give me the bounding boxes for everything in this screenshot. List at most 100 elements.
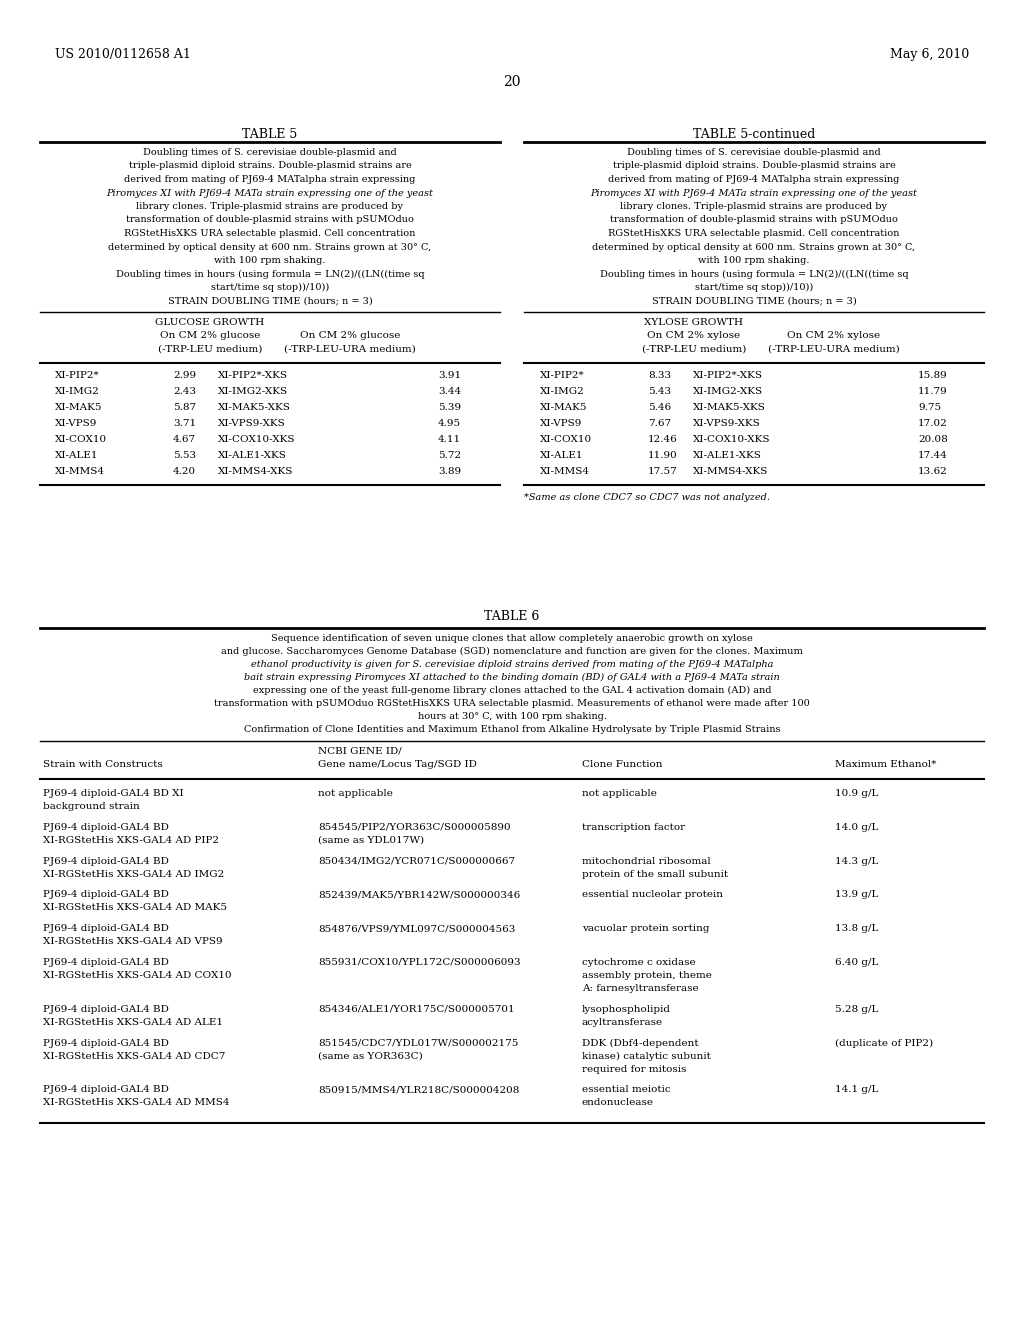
Text: US 2010/0112658 A1: US 2010/0112658 A1 bbox=[55, 48, 190, 61]
Text: 850434/IMG2/YCR071C/S000000667: 850434/IMG2/YCR071C/S000000667 bbox=[318, 857, 515, 866]
Text: lysophospholipid: lysophospholipid bbox=[582, 1005, 671, 1014]
Text: XI-COX10-XKS: XI-COX10-XKS bbox=[693, 434, 770, 444]
Text: 2.99: 2.99 bbox=[173, 371, 197, 380]
Text: (-TRP-LEU medium): (-TRP-LEU medium) bbox=[642, 345, 746, 354]
Text: 17.44: 17.44 bbox=[918, 450, 948, 459]
Text: XI-RGStetHis XKS-GAL4 AD CDC7: XI-RGStetHis XKS-GAL4 AD CDC7 bbox=[43, 1052, 225, 1060]
Text: 20.08: 20.08 bbox=[918, 434, 948, 444]
Text: PJ69-4 diploid-GAL4 BD: PJ69-4 diploid-GAL4 BD bbox=[43, 1039, 169, 1048]
Text: Maximum Ethanol*: Maximum Ethanol* bbox=[835, 760, 936, 770]
Text: acyltransferase: acyltransferase bbox=[582, 1018, 664, 1027]
Text: triple-plasmid diploid strains. Double-plasmid strains are: triple-plasmid diploid strains. Double-p… bbox=[612, 161, 895, 170]
Text: library clones. Triple-plasmid strains are produced by: library clones. Triple-plasmid strains a… bbox=[136, 202, 403, 211]
Text: RGStetHisXKS URA selectable plasmid. Cell concentration: RGStetHisXKS URA selectable plasmid. Cel… bbox=[124, 228, 416, 238]
Text: XI-MMS4: XI-MMS4 bbox=[540, 466, 590, 475]
Text: 5.39: 5.39 bbox=[438, 403, 461, 412]
Text: vacuolar protein sorting: vacuolar protein sorting bbox=[582, 924, 710, 933]
Text: XI-MAK5: XI-MAK5 bbox=[55, 403, 102, 412]
Text: XI-VPS9: XI-VPS9 bbox=[540, 418, 583, 428]
Text: 17.57: 17.57 bbox=[648, 466, 678, 475]
Text: 5.28 g/L: 5.28 g/L bbox=[835, 1005, 879, 1014]
Text: PJ69-4 diploid-GAL4 BD: PJ69-4 diploid-GAL4 BD bbox=[43, 924, 169, 933]
Text: cytochrome c oxidase: cytochrome c oxidase bbox=[582, 958, 695, 968]
Text: bait strain expressing Piromyces XI attached to the binding domain (BD) of GAL4 : bait strain expressing Piromyces XI atta… bbox=[244, 673, 780, 682]
Text: 13.9 g/L: 13.9 g/L bbox=[835, 891, 879, 899]
Text: PJ69-4 diploid-GAL4 BD XI: PJ69-4 diploid-GAL4 BD XI bbox=[43, 789, 183, 799]
Text: XI-RGStetHis XKS-GAL4 AD VPS9: XI-RGStetHis XKS-GAL4 AD VPS9 bbox=[43, 937, 222, 946]
Text: PJ69-4 diploid-GAL4 BD: PJ69-4 diploid-GAL4 BD bbox=[43, 1005, 169, 1014]
Text: 3.89: 3.89 bbox=[438, 466, 461, 475]
Text: XI-IMG2-XKS: XI-IMG2-XKS bbox=[693, 387, 763, 396]
Text: XI-ALE1: XI-ALE1 bbox=[540, 450, 584, 459]
Text: 850915/MMS4/YLR218C/S000004208: 850915/MMS4/YLR218C/S000004208 bbox=[318, 1085, 519, 1094]
Text: 12.46: 12.46 bbox=[648, 434, 678, 444]
Text: 4.95: 4.95 bbox=[438, 418, 461, 428]
Text: derived from mating of PJ69-4 MATalpha strain expressing: derived from mating of PJ69-4 MATalpha s… bbox=[124, 176, 416, 183]
Text: Confirmation of Clone Identities and Maximum Ethanol from Alkaline Hydrolysate b: Confirmation of Clone Identities and Max… bbox=[244, 725, 780, 734]
Text: (-TRP-LEU-URA medium): (-TRP-LEU-URA medium) bbox=[284, 345, 416, 354]
Text: 11.90: 11.90 bbox=[648, 450, 678, 459]
Text: (duplicate of PIP2): (duplicate of PIP2) bbox=[835, 1039, 933, 1048]
Text: On CM 2% xylose: On CM 2% xylose bbox=[787, 331, 881, 341]
Text: Doubling times of S. cerevisiae double-plasmid and: Doubling times of S. cerevisiae double-p… bbox=[627, 148, 881, 157]
Text: XI-MAK5: XI-MAK5 bbox=[540, 403, 588, 412]
Text: 14.1 g/L: 14.1 g/L bbox=[835, 1085, 879, 1094]
Text: XI-VPS9: XI-VPS9 bbox=[55, 418, 97, 428]
Text: (same as YDL017W): (same as YDL017W) bbox=[318, 836, 424, 845]
Text: XI-ALE1-XKS: XI-ALE1-XKS bbox=[218, 450, 287, 459]
Text: XI-MMS4-XKS: XI-MMS4-XKS bbox=[693, 466, 768, 475]
Text: XI-COX10-XKS: XI-COX10-XKS bbox=[218, 434, 296, 444]
Text: May 6, 2010: May 6, 2010 bbox=[890, 48, 969, 61]
Text: XI-RGStetHis XKS-GAL4 AD PIP2: XI-RGStetHis XKS-GAL4 AD PIP2 bbox=[43, 836, 219, 845]
Text: endonuclease: endonuclease bbox=[582, 1098, 654, 1107]
Text: XI-PIP2*-XKS: XI-PIP2*-XKS bbox=[693, 371, 763, 380]
Text: 4.11: 4.11 bbox=[438, 434, 461, 444]
Text: derived from mating of PJ69-4 MATalpha strain expressing: derived from mating of PJ69-4 MATalpha s… bbox=[608, 176, 900, 183]
Text: kinase) catalytic subunit: kinase) catalytic subunit bbox=[582, 1052, 711, 1061]
Text: XI-VPS9-XKS: XI-VPS9-XKS bbox=[218, 418, 286, 428]
Text: XI-IMG2: XI-IMG2 bbox=[55, 387, 99, 396]
Text: XI-COX10: XI-COX10 bbox=[540, 434, 592, 444]
Text: 4.67: 4.67 bbox=[173, 434, 197, 444]
Text: TABLE 6: TABLE 6 bbox=[484, 610, 540, 623]
Text: (-TRP-LEU-URA medium): (-TRP-LEU-URA medium) bbox=[768, 345, 900, 354]
Text: 851545/CDC7/YDL017W/S000002175: 851545/CDC7/YDL017W/S000002175 bbox=[318, 1039, 518, 1048]
Text: 14.0 g/L: 14.0 g/L bbox=[835, 822, 879, 832]
Text: XI-ALE1: XI-ALE1 bbox=[55, 450, 98, 459]
Text: 854346/ALE1/YOR175C/S000005701: 854346/ALE1/YOR175C/S000005701 bbox=[318, 1005, 515, 1014]
Text: with 100 rpm shaking.: with 100 rpm shaking. bbox=[698, 256, 810, 265]
Text: 855931/COX10/YPL172C/S000006093: 855931/COX10/YPL172C/S000006093 bbox=[318, 958, 520, 968]
Text: XI-RGStetHis XKS-GAL4 AD MMS4: XI-RGStetHis XKS-GAL4 AD MMS4 bbox=[43, 1098, 229, 1107]
Text: XYLOSE GROWTH: XYLOSE GROWTH bbox=[644, 318, 743, 327]
Text: Piromyces XI with PJ69-4 MATa strain expressing one of the yeast: Piromyces XI with PJ69-4 MATa strain exp… bbox=[591, 189, 918, 198]
Text: Doubling times in hours (using formula = LN(2)/((LN((time sq: Doubling times in hours (using formula =… bbox=[600, 269, 908, 279]
Text: TABLE 5: TABLE 5 bbox=[243, 128, 298, 141]
Text: *Same as clone CDC7 so CDC7 was not analyzed.: *Same as clone CDC7 so CDC7 was not anal… bbox=[524, 492, 770, 502]
Text: RGStetHisXKS URA selectable plasmid. Cell concentration: RGStetHisXKS URA selectable plasmid. Cel… bbox=[608, 228, 900, 238]
Text: DDK (Dbf4-dependent: DDK (Dbf4-dependent bbox=[582, 1039, 698, 1048]
Text: not applicable: not applicable bbox=[582, 789, 656, 799]
Text: A: farnesyltransferase: A: farnesyltransferase bbox=[582, 983, 698, 993]
Text: STRAIN DOUBLING TIME (hours; n = 3): STRAIN DOUBLING TIME (hours; n = 3) bbox=[651, 297, 856, 305]
Text: On CM 2% glucose: On CM 2% glucose bbox=[160, 331, 260, 341]
Text: required for mitosis: required for mitosis bbox=[582, 1065, 686, 1073]
Text: XI-PIP2*: XI-PIP2* bbox=[55, 371, 99, 380]
Text: Strain with Constructs: Strain with Constructs bbox=[43, 760, 163, 770]
Text: not applicable: not applicable bbox=[318, 789, 393, 799]
Text: essential nucleolar protein: essential nucleolar protein bbox=[582, 891, 723, 899]
Text: XI-ALE1-XKS: XI-ALE1-XKS bbox=[693, 450, 762, 459]
Text: 6.40 g/L: 6.40 g/L bbox=[835, 958, 879, 968]
Text: 3.91: 3.91 bbox=[438, 371, 461, 380]
Text: triple-plasmid diploid strains. Double-plasmid strains are: triple-plasmid diploid strains. Double-p… bbox=[129, 161, 412, 170]
Text: (-TRP-LEU medium): (-TRP-LEU medium) bbox=[158, 345, 262, 354]
Text: 3.44: 3.44 bbox=[438, 387, 461, 396]
Text: NCBI GENE ID/: NCBI GENE ID/ bbox=[318, 747, 401, 756]
Text: transformation of double-plasmid strains with pSUMOduo: transformation of double-plasmid strains… bbox=[126, 215, 414, 224]
Text: Clone Function: Clone Function bbox=[582, 760, 663, 770]
Text: XI-RGStetHis XKS-GAL4 AD MAK5: XI-RGStetHis XKS-GAL4 AD MAK5 bbox=[43, 903, 227, 912]
Text: XI-IMG2-XKS: XI-IMG2-XKS bbox=[218, 387, 288, 396]
Text: expressing one of the yeast full-genome library clones attached to the GAL 4 act: expressing one of the yeast full-genome … bbox=[253, 686, 771, 696]
Text: 5.53: 5.53 bbox=[173, 450, 197, 459]
Text: 8.33: 8.33 bbox=[648, 371, 671, 380]
Text: XI-RGStetHis XKS-GAL4 AD COX10: XI-RGStetHis XKS-GAL4 AD COX10 bbox=[43, 972, 231, 979]
